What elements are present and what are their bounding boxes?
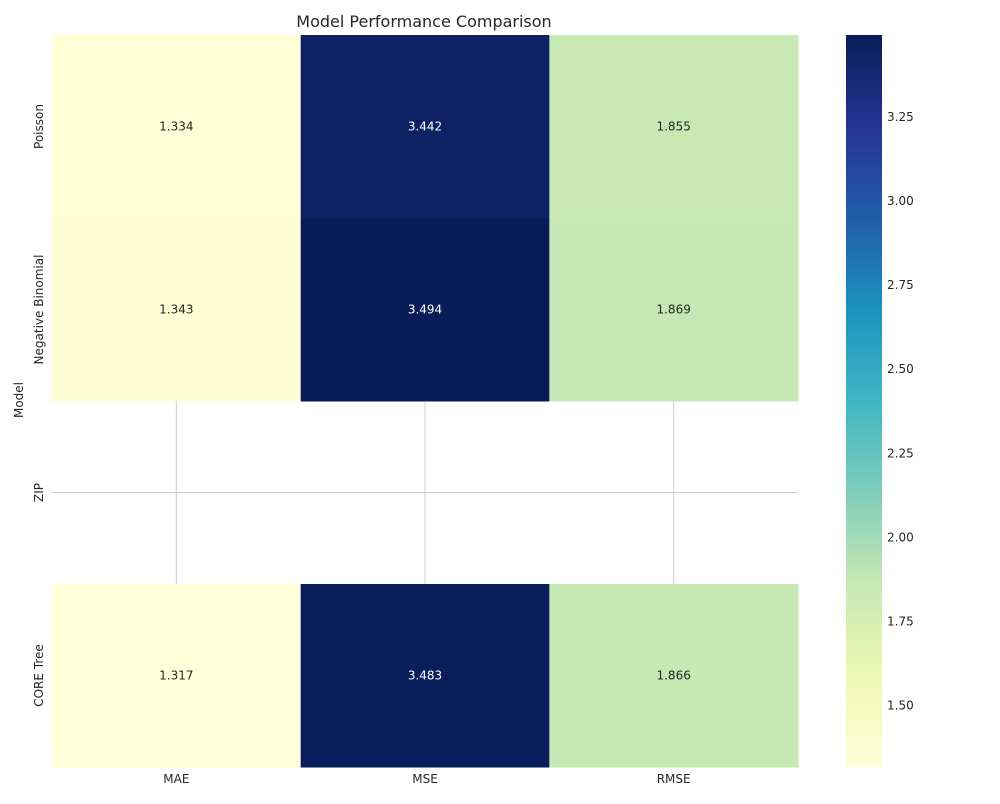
colorbar-tick-label: 2.25 [887,446,914,460]
heatmap-cell [52,218,302,402]
colorbar-tick-label: 2.50 [887,362,914,376]
colorbar: 1.50 1.75 2.00 2.25 2.50 2.75 3.00 3.25 [846,35,914,767]
cell-value-label: 3.483 [408,669,442,683]
x-tick-label: MAE [163,772,189,786]
colorbar-gradient [846,35,882,767]
cell-value-label: 1.334 [159,120,193,134]
heatmap-cell [300,584,550,768]
x-axis-tick-labels: MAE MSE RMSE [163,772,690,786]
cell-value-label: 1.343 [159,303,193,317]
heatmap-cell [549,218,799,402]
heatmap-cell [52,35,302,219]
heatmap-cell [300,218,550,402]
colorbar-tick-label: 1.50 [887,698,914,712]
cell-value-label: 1.317 [159,669,193,683]
heatmap-cell [300,35,550,219]
chart-title: Model Performance Comparison [296,12,551,31]
heatmap-cells [52,35,799,768]
y-axis-label: Model [12,382,26,418]
cell-value-label: 1.855 [656,120,690,134]
colorbar-tick-label: 2.00 [887,530,914,544]
cell-value-labels: 1.334 3.442 1.855 1.343 3.494 1.869 1.317 3.483… [159,120,691,683]
y-tick-label: CORE Tree [32,644,46,707]
y-axis-tick-labels: Poisson Negative Binomial ZIP CORE Tree [32,104,46,707]
x-tick-label: MSE [412,772,438,786]
colorbar-tick-label: 1.75 [887,614,914,628]
y-tick-label: Negative Binomial [32,255,46,365]
heatmap-cell [549,35,799,219]
heatmap-cell [549,584,799,768]
y-tick-label: Poisson [32,104,46,149]
y-tick-label: ZIP [32,483,46,502]
cell-value-label: 3.494 [408,303,442,317]
colorbar-tick-label: 3.00 [887,194,914,208]
colorbar-tick-label: 3.25 [887,110,914,124]
cell-value-label: 1.869 [656,303,690,317]
cell-value-label: 3.442 [408,120,442,134]
cell-value-label: 1.866 [656,669,690,683]
colorbar-tick-label: 2.75 [887,278,914,292]
heatmap-cell [52,584,302,768]
x-tick-label: RMSE [657,772,691,786]
